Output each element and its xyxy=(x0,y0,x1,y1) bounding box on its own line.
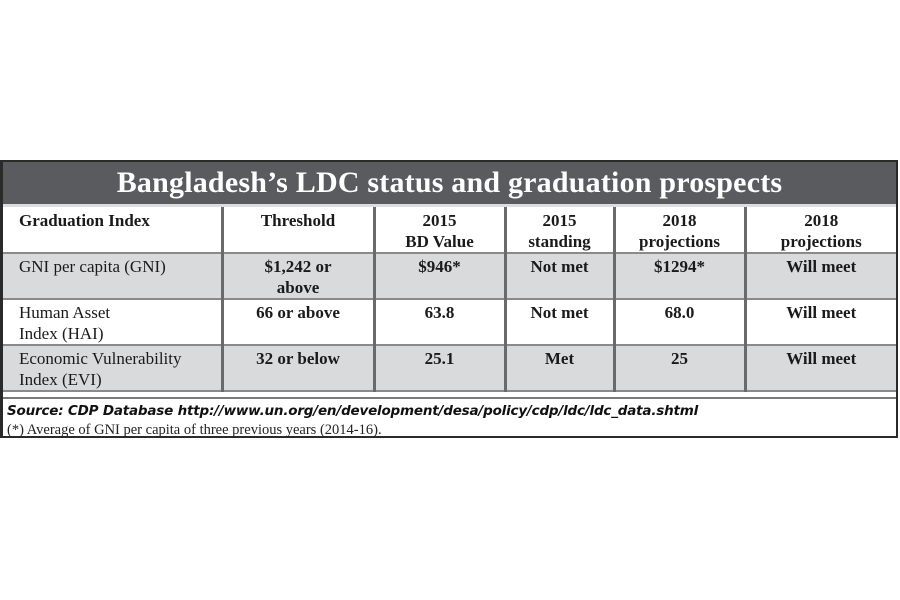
ldc-status-table-box: Bangladesh’s LDC status and graduation p… xyxy=(0,160,898,438)
header-2018-projections-status: 2018 projections xyxy=(745,207,896,254)
cell-threshold: $1,242 or above xyxy=(222,253,376,300)
table-row-hai: Human Asset Index (HAI) 66 or above 63.8 … xyxy=(3,299,896,346)
cell-projection-2018: $1294* xyxy=(614,253,747,300)
cell-bd-value-2015: 63.8 xyxy=(374,299,507,346)
cell-projection-2018-status: Will meet xyxy=(745,299,896,346)
cell-projection-2018: 25 xyxy=(614,345,747,392)
header-2015-bd-value: 2015 BD Value xyxy=(374,207,507,254)
graduation-table: Graduation Index Threshold 2015 BD Value … xyxy=(3,207,896,392)
table-row-gni: GNI per capita (GNI) $1,242 or above $946… xyxy=(3,253,896,300)
header-threshold: Threshold xyxy=(222,207,376,254)
cell-standing-2015: Not met xyxy=(505,253,616,300)
cell-index: Economic Vulnerability Index (EVI) xyxy=(3,345,224,392)
cell-index: GNI per capita (GNI) xyxy=(3,253,224,300)
footnote: (*) Average of GNI per capita of three p… xyxy=(7,422,382,438)
cell-projection-2018: 68.0 xyxy=(614,299,747,346)
header-row: Graduation Index Threshold 2015 BD Value … xyxy=(3,207,896,254)
header-2018-projections: 2018 projections xyxy=(614,207,747,254)
cell-projection-2018-status: Will meet xyxy=(745,345,896,392)
cell-threshold: 32 or below xyxy=(222,345,376,392)
cell-standing-2015: Met xyxy=(505,345,616,392)
table-title: Bangladesh’s LDC status and graduation p… xyxy=(3,162,896,207)
cell-standing-2015: Not met xyxy=(505,299,616,346)
table-notes: Source: CDP Database http://www.un.org/e… xyxy=(3,397,896,439)
cell-index: Human Asset Index (HAI) xyxy=(3,299,224,346)
cell-threshold: 66 or above xyxy=(222,299,376,346)
cell-bd-value-2015: 25.1 xyxy=(374,345,507,392)
header-2015-standing: 2015 standing xyxy=(505,207,616,254)
header-graduation-index: Graduation Index xyxy=(3,207,224,254)
cell-bd-value-2015: $946* xyxy=(374,253,507,300)
table-row-evi: Economic Vulnerability Index (EVI) 32 or … xyxy=(3,345,896,392)
cell-projection-2018-status: Will meet xyxy=(745,253,896,300)
source-citation: Source: CDP Database http://www.un.org/e… xyxy=(7,403,699,419)
